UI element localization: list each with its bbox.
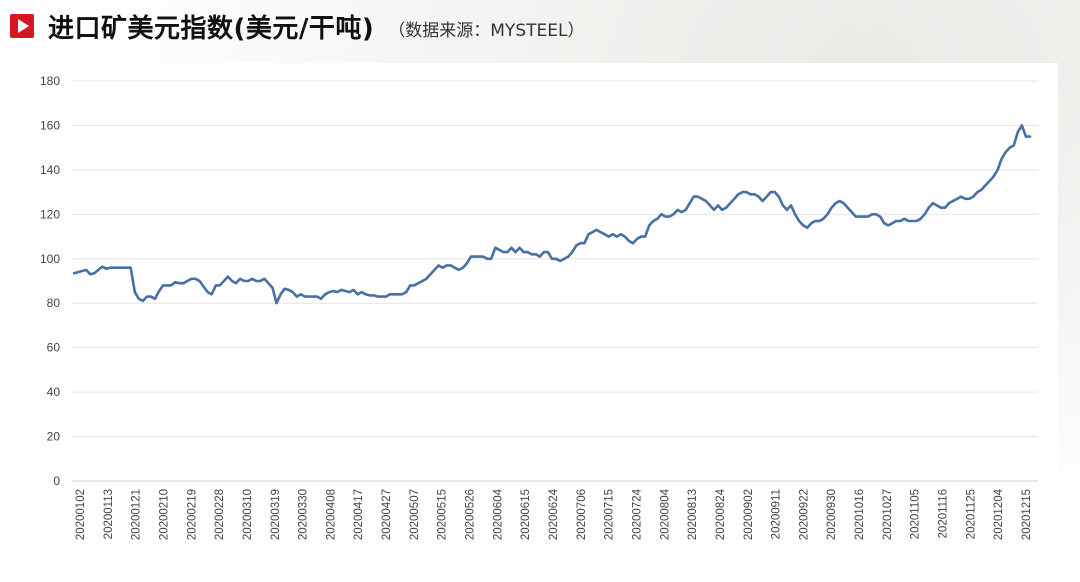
x-tick-label: 20200804: [659, 488, 671, 540]
chart-title: 进口矿美元指数(美元/干吨): [48, 13, 375, 44]
series-line: [72, 124, 1032, 305]
y-tick-label: 100: [40, 252, 60, 266]
x-tick-label: 20200813: [687, 489, 699, 540]
x-tick-label: 20200706: [576, 489, 588, 540]
line-chart: 0 20 40 60 80 100 120 140 160 180 20200102 20200113…: [40, 74, 1038, 540]
x-tick-label: 20201125: [965, 489, 977, 539]
x-tick-label: 20200330: [298, 489, 310, 540]
x-tick-label: 20201116: [938, 489, 950, 538]
data-source-note: （数据来源：MYSTEEL）: [388, 20, 585, 41]
x-tick-label: 20200615: [520, 489, 532, 540]
x-tick-label: 20200319: [270, 489, 282, 540]
y-tick-label: 80: [47, 296, 61, 310]
play-icon: [10, 14, 34, 38]
x-tick-label: 20200417: [353, 489, 365, 540]
x-tick-label: 20201016: [854, 489, 866, 540]
y-tick-label: 120: [40, 207, 60, 221]
x-tick-label: 20200930: [826, 489, 838, 540]
x-tick-label: 20200902: [743, 489, 755, 540]
x-tick-label: 20200724: [631, 488, 643, 540]
y-tick-label: 20: [47, 430, 61, 444]
x-tick-label: 20201215: [1021, 489, 1033, 540]
x-tick-label: 20200121: [131, 489, 143, 540]
x-tick-label: 20201204: [993, 488, 1005, 540]
slide-header: 进口矿美元指数(美元/干吨) （数据来源：MYSTEEL）: [10, 6, 584, 46]
x-tick-label: 20201027: [882, 489, 894, 540]
x-tick-label: 20200310: [242, 489, 254, 540]
x-tick-label: 20200507: [409, 489, 421, 540]
x-tick-label: 20200408: [325, 489, 337, 540]
y-tick-label: 0: [53, 474, 60, 488]
x-tick-label: 20200911: [771, 489, 783, 539]
y-tick-label: 60: [47, 341, 61, 355]
x-tick-label: 20200715: [604, 489, 616, 540]
x-tick-label: 20200624: [548, 488, 560, 540]
x-tick-label: 20200526: [465, 489, 477, 540]
y-tick-label: 140: [40, 163, 60, 177]
x-tick-label: 20200824: [715, 488, 727, 540]
y-tick-label: 40: [47, 385, 61, 399]
x-tick-label: 20200922: [798, 489, 810, 540]
y-tick-label: 160: [40, 118, 60, 132]
y-tick-label: 180: [40, 74, 60, 88]
x-tick-label: 20200210: [158, 489, 170, 540]
x-tick-label: 20200219: [186, 489, 198, 540]
x-tick-label: 20200427: [381, 489, 393, 540]
x-tick-label: 20200228: [214, 489, 226, 540]
x-tick-label: 20200604: [492, 488, 504, 540]
x-tick-label: 20200102: [75, 489, 87, 540]
x-tick-label: 20201105: [910, 489, 922, 539]
chart-panel: 0 20 40 60 80 100 120 140 160 180 20200102 20200113…: [22, 63, 1058, 563]
x-tick-label: 20200515: [437, 489, 449, 540]
x-tick-label: 20200113: [103, 489, 115, 539]
